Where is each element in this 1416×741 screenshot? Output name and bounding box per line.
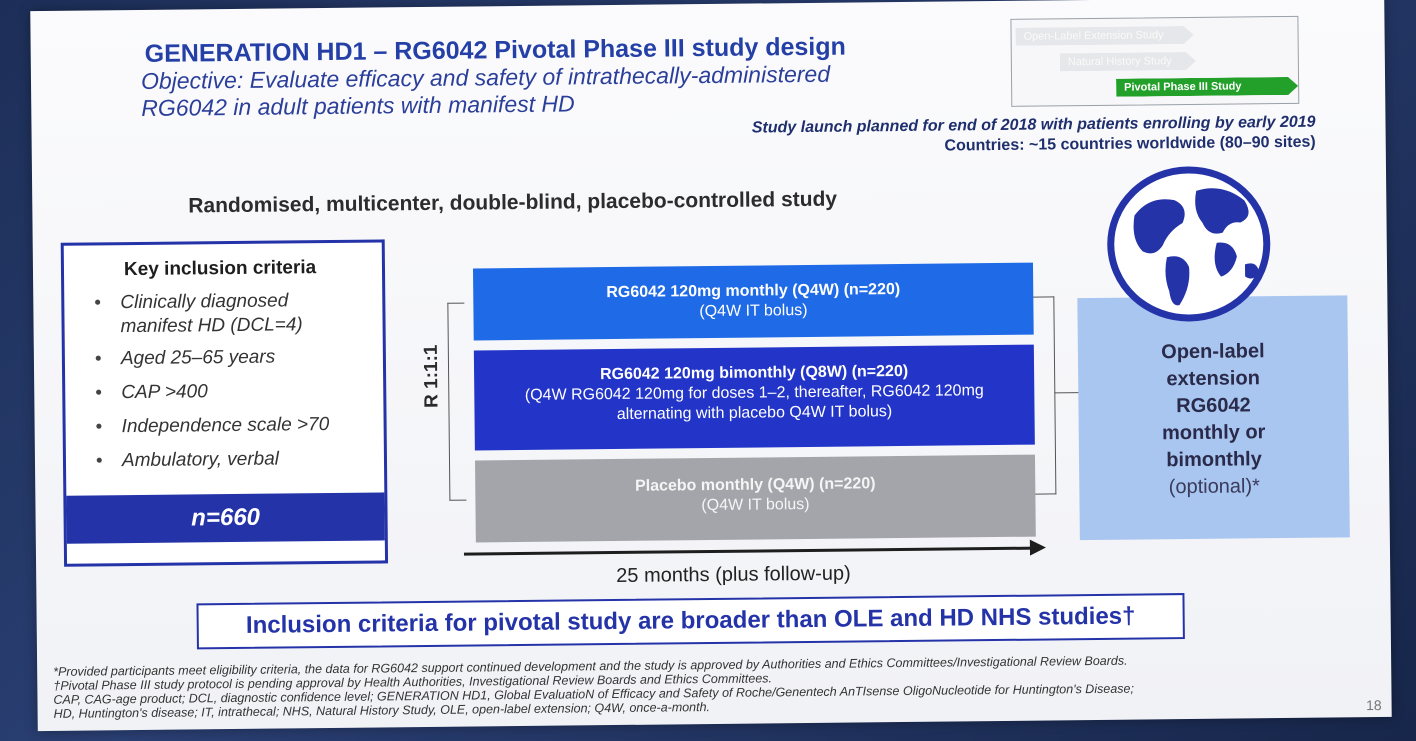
countries-note: Countries: ~15 countries worldwide (80–9… xyxy=(944,133,1316,155)
ole-text: Open-label extension RG6042 monthly or b… xyxy=(1161,340,1266,499)
arm-placebo: Placebo monthly (Q4W) (n=220) (Q4W IT bo… xyxy=(474,454,1036,543)
progress-arrow-nhs: Natural History Study xyxy=(1060,52,1196,71)
criteria-item: • Independence scale >70 xyxy=(95,414,330,438)
arm-bimonthly: RG6042 120mg bimonthly (Q8W) (n=220) (Q4… xyxy=(473,344,1035,451)
criteria-item: • Ambulatory, verbal xyxy=(95,448,280,472)
study-duration: 25 months (plus follow-up) xyxy=(616,562,851,588)
arm-monthly: RG6042 120mg monthly (Q4W) (n=220) (Q4W … xyxy=(472,262,1034,341)
arm-placebo-title: Placebo monthly (Q4W) (n=220) xyxy=(634,475,876,495)
bullet-icon: • xyxy=(94,348,102,370)
criteria-item: • Clinically diagnosed manifest HD (DCL=… xyxy=(94,290,303,338)
conclusion-banner: Inclusion criteria for pivotal study are… xyxy=(196,593,1185,650)
presentation-slide: GENERATION HD1 – RG6042 Pivotal Phase II… xyxy=(30,0,1392,732)
bullet-icon: • xyxy=(94,292,102,314)
arm-monthly-detail: (Q4W IT bolus) xyxy=(699,301,808,321)
arrow-head-icon xyxy=(1029,539,1047,556)
bullet-icon: • xyxy=(95,450,103,472)
arm-bimonthly-detail: (Q4W RG6042 120mg for doses 1–2, thereaf… xyxy=(524,382,984,423)
arm-placebo-detail: (Q4W IT bolus) xyxy=(701,495,810,515)
study-progress-indicator: Open-Label Extension Study Natural Histo… xyxy=(1010,15,1300,107)
objective-text: Objective: Evaluate efficacy and safety … xyxy=(141,59,1002,122)
sample-size-bar: n=660 xyxy=(66,492,385,544)
progress-arrow-ole: Open-Label Extension Study xyxy=(1015,26,1193,46)
randomisation-label: R 1:1:1 xyxy=(420,344,443,409)
timeline-arrow xyxy=(463,546,1034,556)
arm-bracket-left xyxy=(447,302,467,501)
criteria-item: • CAP >400 xyxy=(95,381,208,404)
criteria-title: Key inclusion criteria xyxy=(123,257,317,281)
bullet-icon: • xyxy=(95,416,103,438)
arm-monthly-title: RG6042 120mg monthly (Q4W) (n=220) xyxy=(606,281,901,302)
progress-arrow-pivotal: Pivotal Phase III Study xyxy=(1116,77,1298,97)
globe-icon xyxy=(1107,166,1271,322)
criteria-item: • Aged 25–65 years xyxy=(94,346,276,370)
study-design-heading: Randomised, multicenter, double-blind, p… xyxy=(188,187,838,218)
bullet-icon: • xyxy=(95,382,103,404)
inclusion-criteria-box: Key inclusion criteria • Clinically diag… xyxy=(60,239,389,567)
open-label-extension-box: Open-label extension RG6042 monthly or b… xyxy=(1077,295,1350,541)
page-number: 18 xyxy=(1365,696,1382,714)
